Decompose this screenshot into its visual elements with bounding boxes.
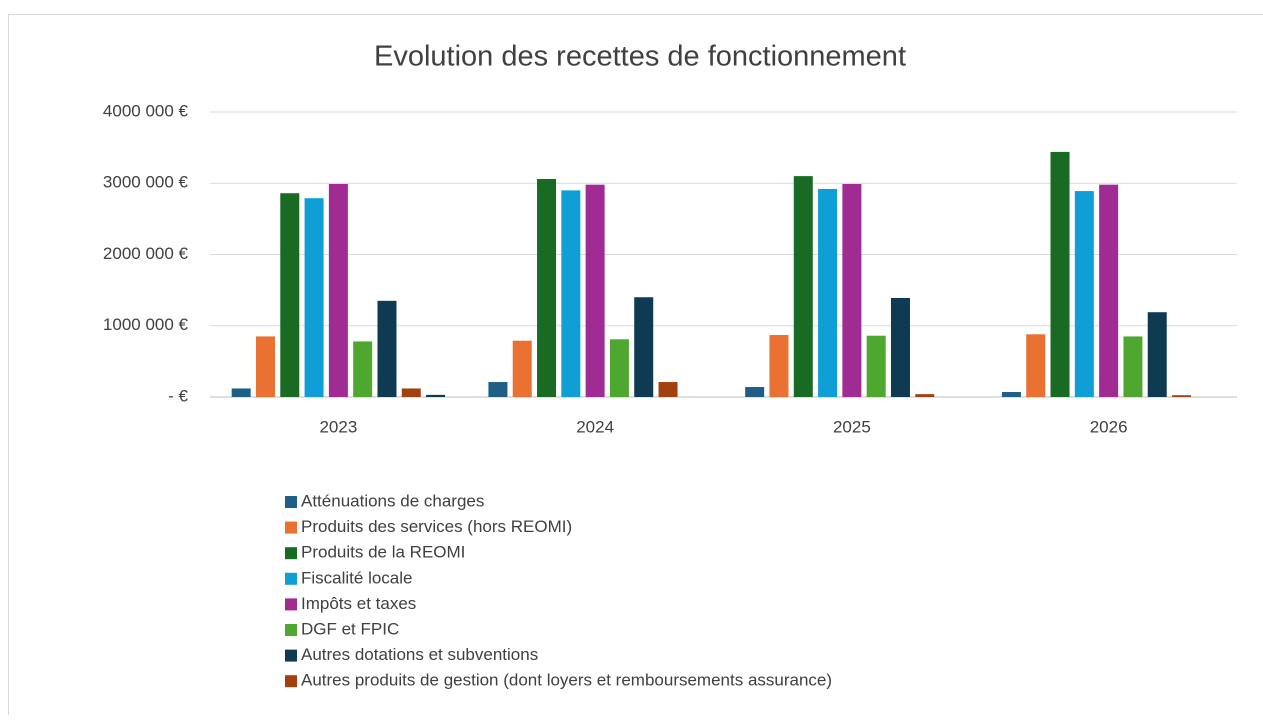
legend-swatch [285, 650, 297, 662]
x-tick-label: 2023 [319, 417, 357, 436]
legend-swatch [285, 496, 297, 508]
bar [794, 176, 813, 397]
bar [1026, 334, 1045, 397]
bar [867, 336, 886, 397]
bar [513, 341, 532, 397]
bar [561, 190, 580, 397]
x-tick-label: 2024 [576, 417, 614, 436]
bar [745, 387, 764, 397]
bar [1051, 152, 1070, 397]
legend-swatch [285, 675, 297, 687]
bar [842, 184, 861, 397]
legend-label: Produits de la REOMI [301, 543, 465, 562]
legend-label: Produits des services (hors REOMI) [301, 517, 572, 536]
y-tick-label: - € [168, 386, 188, 405]
legend-swatch [285, 522, 297, 534]
bar [377, 301, 396, 397]
bar [537, 179, 556, 397]
bar [1172, 395, 1191, 397]
x-tick-label: 2025 [833, 417, 871, 436]
bar [1002, 392, 1021, 397]
bar [305, 198, 324, 397]
bar [280, 193, 299, 397]
bar [232, 388, 251, 397]
y-tick-label: 1000 000 € [103, 315, 189, 334]
chart-title: Evolution des recettes de fonctionnement [374, 41, 906, 73]
bar [488, 382, 507, 397]
bar [402, 388, 421, 397]
bar [1148, 312, 1167, 397]
y-tick-label: 2000 000 € [103, 244, 189, 263]
bar [1099, 185, 1118, 397]
bar [586, 185, 605, 397]
y-tick-label: 3000 000 € [103, 173, 189, 192]
legend-swatch [285, 624, 297, 636]
y-tick-label: 4000 000 € [103, 101, 189, 120]
bar [256, 336, 275, 397]
legend-label: DGF et FPIC [301, 619, 399, 638]
bar [1075, 191, 1094, 397]
bar [915, 394, 934, 397]
legend-swatch [285, 598, 297, 610]
bar [426, 395, 445, 397]
bar [659, 382, 678, 397]
legend-label: Atténuations de charges [301, 491, 484, 510]
legend-label: Impôts et taxes [301, 594, 416, 613]
legend-label: Autres dotations et subventions [301, 645, 538, 664]
legend-label: Autres produits de gestion (dont loyers … [301, 671, 832, 690]
bar [891, 298, 910, 397]
bar [818, 189, 837, 397]
bar [353, 341, 372, 397]
x-tick-label: 2026 [1090, 417, 1128, 436]
bar [634, 297, 653, 397]
legend-swatch [285, 573, 297, 585]
bar [769, 335, 788, 397]
bar [1123, 336, 1142, 397]
legend-swatch [285, 547, 297, 559]
bar [329, 184, 348, 397]
legend-label: Fiscalité locale [301, 568, 413, 587]
bar [610, 339, 629, 397]
